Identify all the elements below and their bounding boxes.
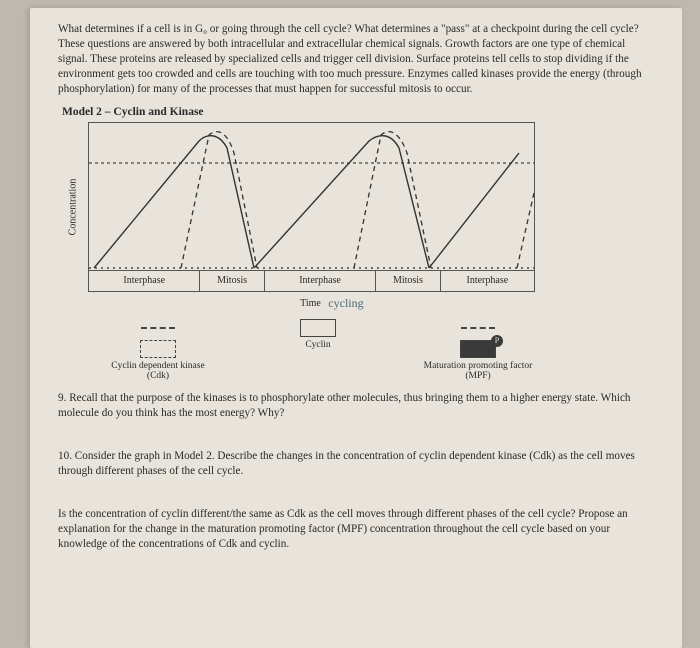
chart: Concentration Interphase Mitosis Interph… (88, 122, 535, 292)
legend-mpf: P Maturation promoting factor (MPF) (421, 319, 536, 381)
legend-cyclin: Cyclin (261, 319, 376, 381)
phase-cell: Interphase (89, 271, 200, 291)
y-axis-label: Concentration (68, 178, 79, 235)
question-10: 10. Consider the graph in Model 2. Descr… (58, 449, 654, 479)
mpf-curves (181, 131, 534, 267)
question-last: Is the concentration of cyclin different… (58, 507, 654, 552)
intro-paragraph: What determines if a cell is in G₀ or go… (58, 22, 654, 98)
cyclin-curves (94, 135, 519, 267)
mpf-swatch-icon (461, 327, 495, 329)
cdk-swatch-icon (141, 327, 175, 329)
phase-cell: Mitosis (376, 271, 440, 291)
mpf-box-icon: P (460, 340, 496, 358)
phase-cell: Interphase (265, 271, 376, 291)
p-badge-icon: P (491, 335, 503, 347)
cdk-box-icon (140, 340, 176, 358)
legend-cyclin-label: Cyclin (261, 340, 376, 350)
cyclin-box-icon (300, 319, 336, 337)
model-title: Model 2 – Cyclin and Kinase (62, 106, 654, 118)
legend-mpf-label: Maturation promoting factor (MPF) (421, 361, 536, 381)
x-axis-label-row: Time cycling (88, 298, 533, 309)
worksheet-page: What determines if a cell is in G₀ or go… (30, 8, 682, 648)
phase-cell: Interphase (441, 271, 534, 291)
x-axis-label: Time (300, 298, 321, 309)
legend-cdk-label: Cyclin dependent kinase (Cdk) (101, 361, 216, 381)
phase-row: Interphase Mitosis Interphase Mitosis In… (89, 270, 534, 291)
question-9: 9. Recall that the purpose of the kinase… (58, 391, 654, 421)
legend: Cyclin dependent kinase (Cdk) Cyclin P M… (78, 319, 558, 381)
legend-cdk: Cyclin dependent kinase (Cdk) (101, 319, 216, 381)
handwritten-note: cycling (328, 296, 363, 311)
chart-svg (89, 123, 534, 271)
phase-cell: Mitosis (200, 271, 264, 291)
